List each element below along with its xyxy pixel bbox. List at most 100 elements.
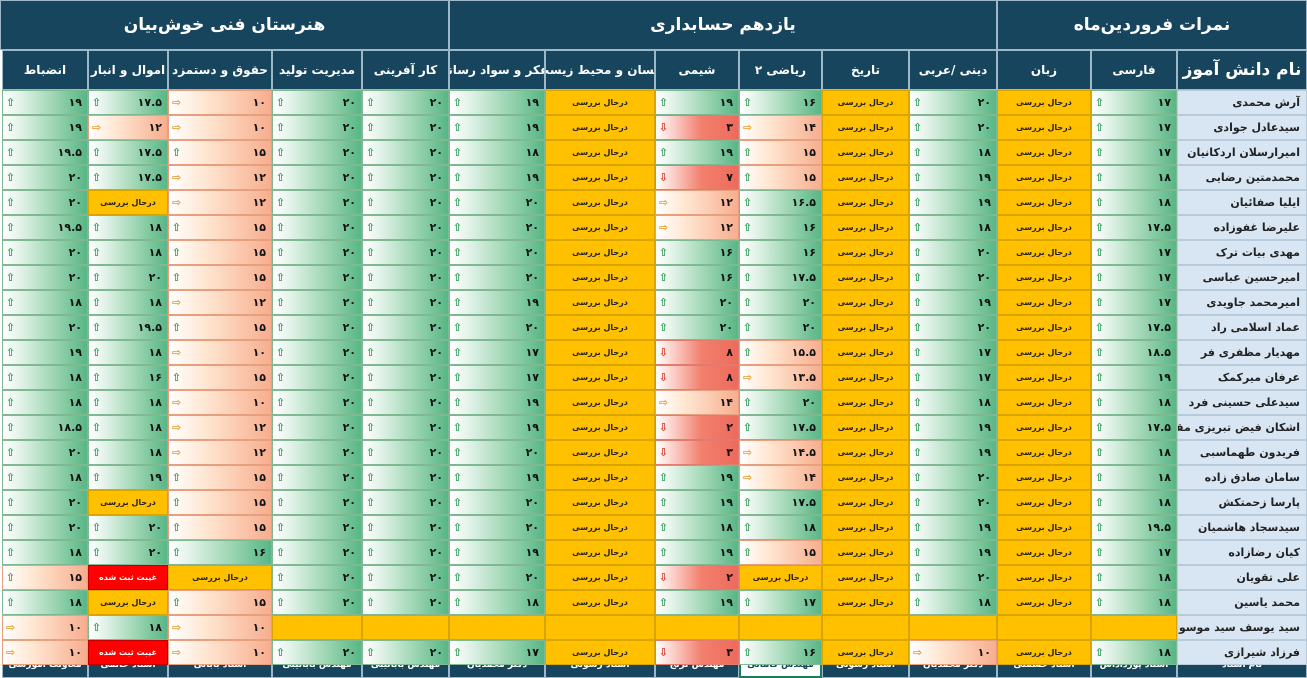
- pending-badge[interactable]: درحال بررسی: [997, 540, 1091, 565]
- pending-badge[interactable]: درحال بررسی: [545, 565, 655, 590]
- grade-cell[interactable]: ⇧ ۱۸: [1091, 390, 1177, 415]
- grade-cell[interactable]: ⇧ ۱۹: [909, 540, 997, 565]
- grade-cell[interactable]: ⇧ ۲۰: [272, 540, 362, 565]
- grade-cell[interactable]: ⇧ ۱۹: [449, 415, 545, 440]
- grade-cell[interactable]: ⇧ ۱۸: [88, 340, 168, 365]
- grade-cell[interactable]: ⇧ ۱۸: [739, 515, 822, 540]
- student-name[interactable]: ایلیا صفائیان: [1177, 190, 1307, 215]
- grade-cell[interactable]: ⇧ ۲۰: [272, 365, 362, 390]
- grade-cell[interactable]: ⇧ ۱۷: [449, 640, 545, 665]
- grade-cell[interactable]: ⇧ ۲۰: [272, 90, 362, 115]
- grade-cell[interactable]: ⇨ ۱۴: [739, 465, 822, 490]
- pending-badge[interactable]: درحال بررسی: [997, 240, 1091, 265]
- grade-cell[interactable]: ⇨ ۱۰: [168, 615, 272, 640]
- pending-badge[interactable]: درحال بررسی: [997, 315, 1091, 340]
- column-header-dini[interactable]: دینی /عربی: [909, 50, 997, 90]
- grade-cell[interactable]: ⇧ ۱۷: [1091, 240, 1177, 265]
- grade-cell[interactable]: ⇧ ۲۰: [88, 265, 168, 290]
- grade-cell[interactable]: ⇨ ۱۳.۵: [739, 365, 822, 390]
- grade-cell[interactable]: ⇧ ۲۰: [272, 115, 362, 140]
- grade-cell[interactable]: ⇧ ۲۰: [362, 90, 449, 115]
- grade-cell[interactable]: ⇧ ۱۹: [2, 115, 88, 140]
- pending-badge[interactable]: درحال بررسی: [545, 265, 655, 290]
- grade-cell[interactable]: ⇧ ۲۰: [449, 315, 545, 340]
- grade-cell[interactable]: ⇨ ۱۰: [2, 640, 88, 665]
- pending-badge[interactable]: درحال بررسی: [822, 215, 909, 240]
- pending-badge[interactable]: درحال بررسی: [822, 540, 909, 565]
- grade-cell[interactable]: ⇧ ۱۷.۵: [739, 490, 822, 515]
- grade-cell[interactable]: ⇧ ۱۸: [449, 590, 545, 615]
- grade-cell-empty[interactable]: [449, 615, 545, 640]
- pending-badge[interactable]: درحال بررسی: [822, 515, 909, 540]
- pending-badge[interactable]: درحال بررسی: [822, 415, 909, 440]
- grade-cell[interactable]: ⇧ ۱۸: [1091, 465, 1177, 490]
- grade-cell[interactable]: ⇧ ۱۵.۵: [739, 340, 822, 365]
- grade-cell[interactable]: ⇧ ۱۷.۵: [739, 415, 822, 440]
- grade-cell[interactable]: ⇧ ۱۹.۵: [88, 315, 168, 340]
- grade-cell[interactable]: ⇧ ۲۰: [2, 490, 88, 515]
- grade-cell[interactable]: ⇧ ۲۰: [362, 640, 449, 665]
- pending-badge[interactable]: درحال بررسی: [822, 440, 909, 465]
- grade-cell[interactable]: ⇩ ۲: [655, 415, 739, 440]
- pending-badge[interactable]: درحال بررسی: [545, 90, 655, 115]
- column-header-hoghogh[interactable]: حقوق و دستمزد: [168, 50, 272, 90]
- grade-cell[interactable]: ⇧ ۲۰: [449, 515, 545, 540]
- grade-cell[interactable]: ⇧ ۲۰: [449, 265, 545, 290]
- pending-badge[interactable]: درحال بررسی: [88, 190, 168, 215]
- grade-cell[interactable]: ⇧ ۲۰: [449, 440, 545, 465]
- pending-badge[interactable]: درحال بررسی: [545, 165, 655, 190]
- column-header-enzebat[interactable]: انضباط: [2, 50, 88, 90]
- grade-cell[interactable]: ⇧ ۱۸: [88, 440, 168, 465]
- grade-cell[interactable]: ⇧ ۲۰: [272, 215, 362, 240]
- grade-cell[interactable]: ⇧ ۲۰: [362, 215, 449, 240]
- grade-cell[interactable]: ⇧ ۲۰: [909, 465, 997, 490]
- grade-cell[interactable]: ⇧ ۱۹: [1091, 365, 1177, 390]
- grade-cell[interactable]: ⇧ ۲۰: [272, 265, 362, 290]
- grade-cell[interactable]: ⇧ ۲۰: [2, 440, 88, 465]
- grade-cell[interactable]: ⇧ ۲۰: [2, 515, 88, 540]
- grade-cell[interactable]: ⇧ ۲۰: [272, 340, 362, 365]
- grade-cell[interactable]: ⇧ ۱۹: [449, 165, 545, 190]
- pending-badge[interactable]: درحال بررسی: [822, 640, 909, 665]
- grade-cell[interactable]: ⇧ ۲۰: [909, 115, 997, 140]
- grade-cell[interactable]: ⇧ ۲۰: [272, 465, 362, 490]
- pending-badge[interactable]: درحال بررسی: [822, 165, 909, 190]
- grade-cell[interactable]: ⇧ ۲۰: [362, 390, 449, 415]
- grade-cell[interactable]: ⇧ ۱۸: [88, 215, 168, 240]
- grade-cell[interactable]: ⇧ ۱۷.۵: [739, 265, 822, 290]
- grade-cell[interactable]: ⇨ ۱۲: [655, 190, 739, 215]
- pending-badge[interactable]: درحال بررسی: [822, 365, 909, 390]
- pending-badge[interactable]: درحال بررسی: [168, 565, 272, 590]
- grade-cell[interactable]: ⇨ ۱۴: [655, 390, 739, 415]
- pending-badge[interactable]: درحال بررسی: [997, 290, 1091, 315]
- student-name[interactable]: کیان رضازاده: [1177, 540, 1307, 565]
- student-name[interactable]: محمد یاسین: [1177, 590, 1307, 615]
- grade-cell[interactable]: ⇧ ۱۸: [88, 390, 168, 415]
- grade-cell[interactable]: ⇧ ۲۰: [362, 565, 449, 590]
- grade-cell[interactable]: ⇧ ۲۰: [909, 265, 997, 290]
- grade-cell[interactable]: ⇧ ۲۰: [362, 315, 449, 340]
- grade-cell[interactable]: ⇧ ۱۶: [739, 640, 822, 665]
- grade-cell[interactable]: ⇧ ۱۸: [2, 540, 88, 565]
- grade-cell[interactable]: ⇧ ۱۵: [739, 540, 822, 565]
- pending-badge[interactable]: درحال بررسی: [545, 465, 655, 490]
- grade-cell[interactable]: ⇧ ۲۰: [362, 440, 449, 465]
- grade-cell[interactable]: ⇧ ۱۷: [909, 340, 997, 365]
- grade-cell[interactable]: ⇧ ۱۹: [449, 290, 545, 315]
- pending-badge[interactable]: درحال بررسی: [822, 315, 909, 340]
- grade-cell[interactable]: ⇧ ۱۷: [909, 365, 997, 390]
- grade-cell[interactable]: ⇧ ۱۸: [1091, 565, 1177, 590]
- pending-badge[interactable]: درحال بررسی: [822, 265, 909, 290]
- grade-cell[interactable]: ⇨ ۱۴: [739, 115, 822, 140]
- grade-cell[interactable]: ⇧ ۱۵: [168, 265, 272, 290]
- grade-cell[interactable]: ⇧ ۲۰: [909, 565, 997, 590]
- grade-cell[interactable]: ⇨ ۱۲: [168, 190, 272, 215]
- grade-cell[interactable]: ⇧ ۱۸: [1091, 640, 1177, 665]
- grade-cell[interactable]: ⇧ ۱۵: [2, 565, 88, 590]
- pending-badge[interactable]: درحال بررسی: [822, 90, 909, 115]
- grade-cell[interactable]: ⇧ ۱۸: [449, 140, 545, 165]
- pending-badge[interactable]: درحال بررسی: [997, 190, 1091, 215]
- grade-cell[interactable]: ⇧ ۱۸: [1091, 590, 1177, 615]
- grade-cell[interactable]: ⇧ ۱۹: [88, 465, 168, 490]
- absent-badge[interactable]: غیبت ثبت شده: [88, 640, 168, 665]
